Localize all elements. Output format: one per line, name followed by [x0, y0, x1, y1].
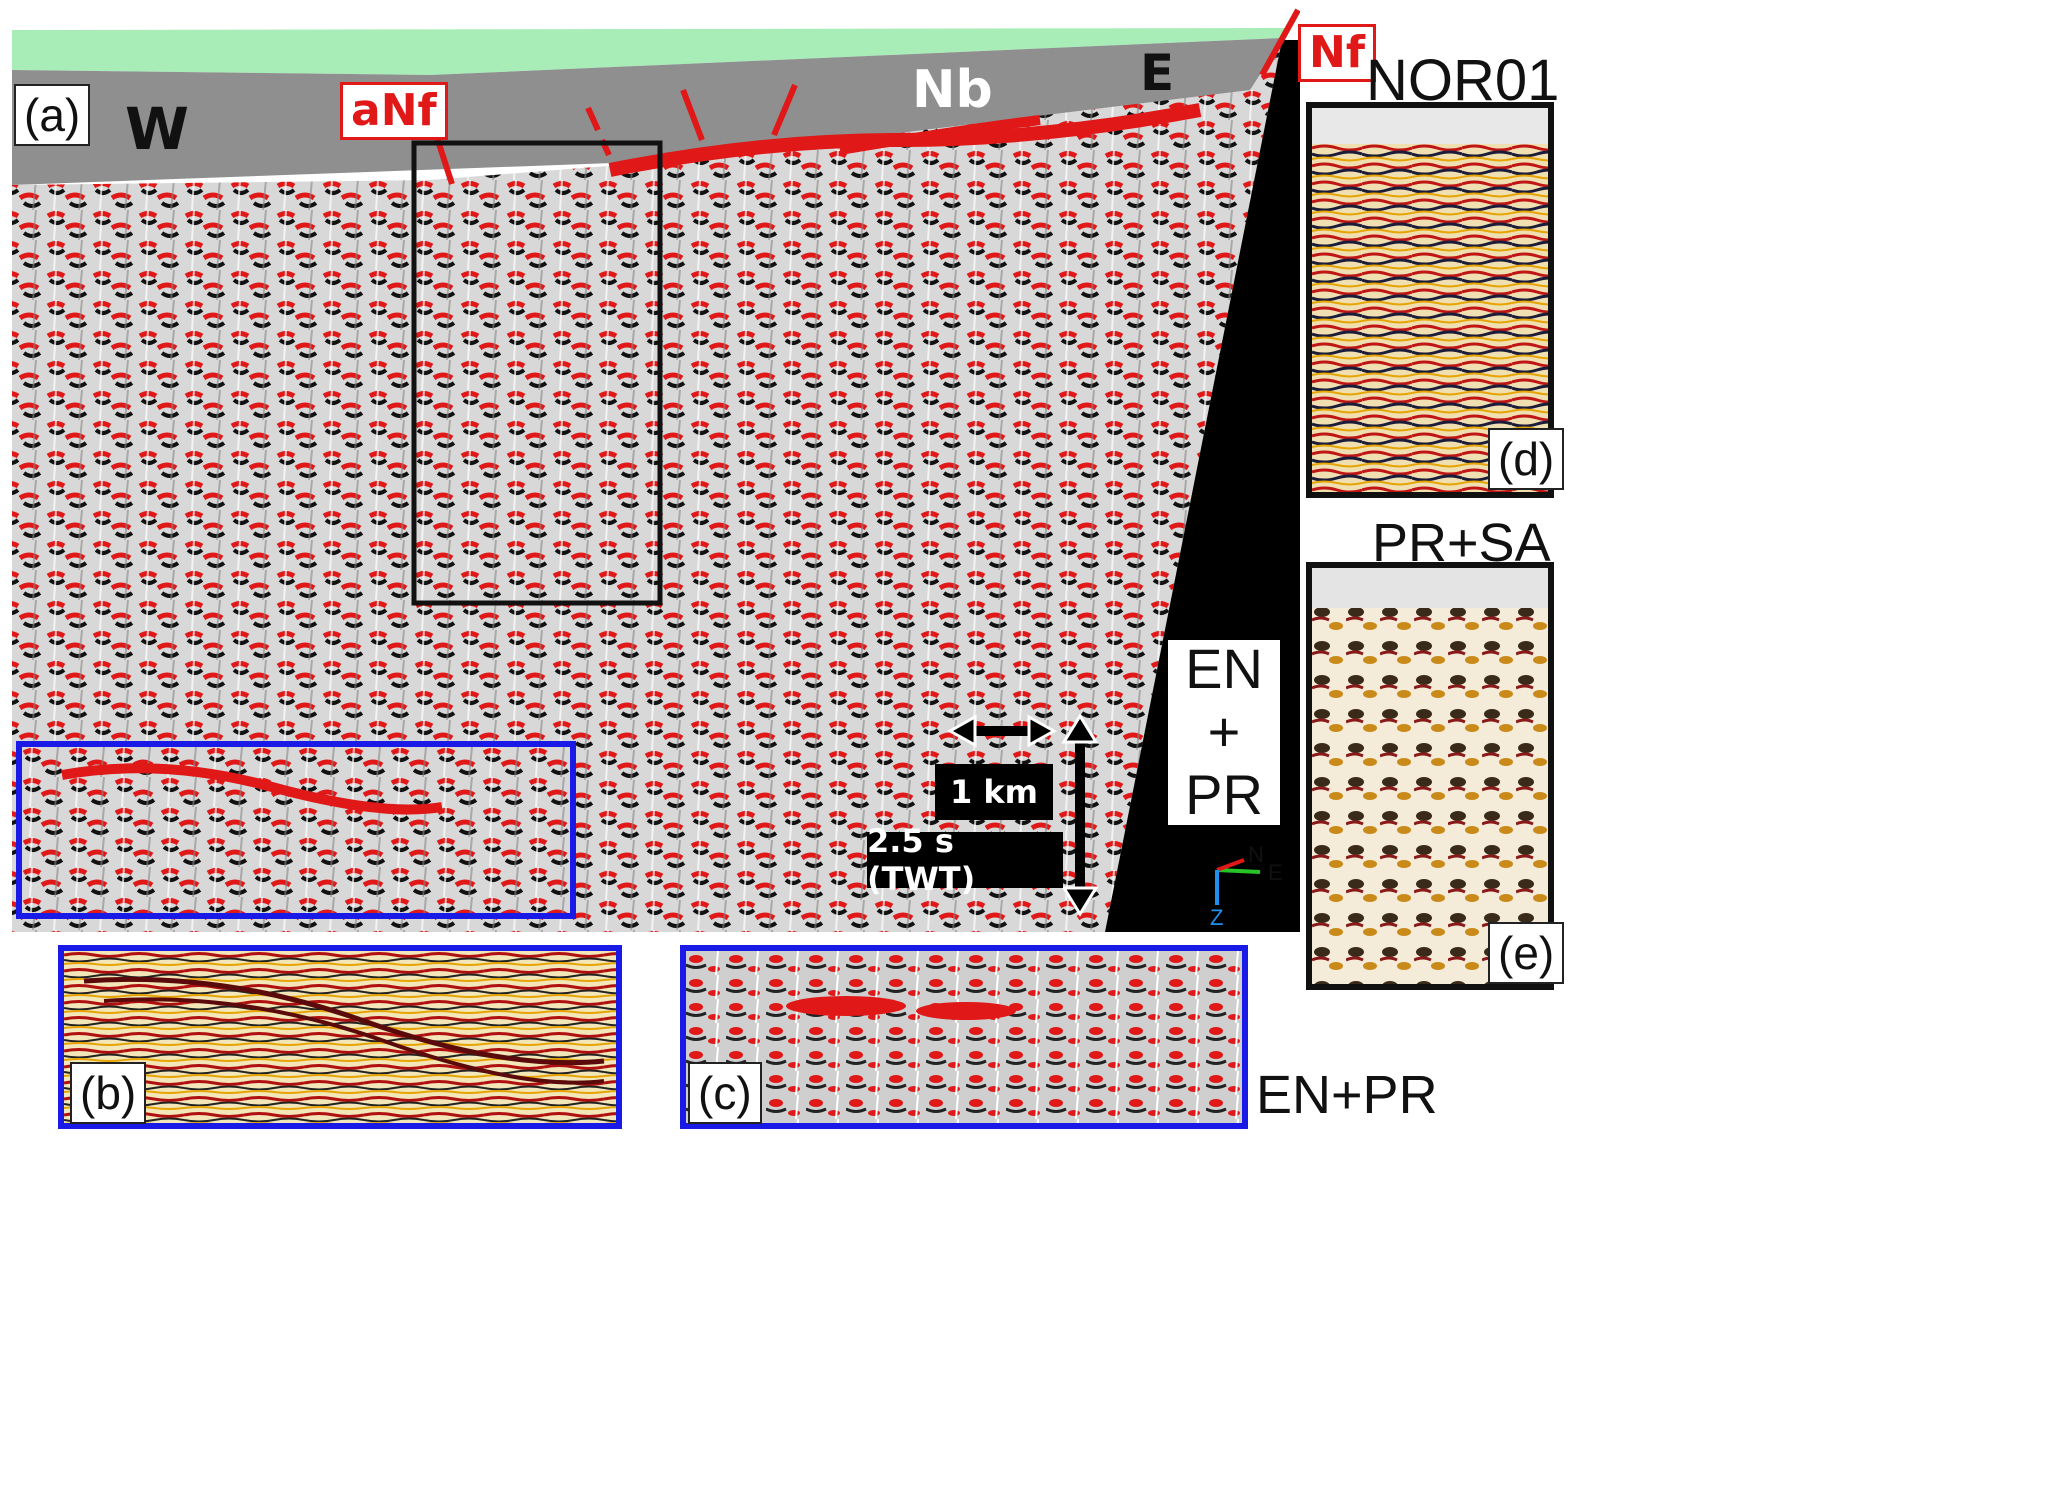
axes-triad-icon: [1215, 858, 1261, 905]
scale-vertical-label: 2.5 s (TWT): [867, 822, 1063, 898]
vertical-scale-arrow: [1061, 713, 1099, 917]
zoom-box-black: [411, 140, 663, 606]
seismic-volume-view: [12, 8, 1300, 932]
fault-label-anf: aNf: [340, 82, 448, 140]
east-label: E: [1140, 44, 1175, 102]
panel-label-c: (c): [688, 1062, 762, 1124]
panel-label-e: (e): [1488, 922, 1565, 984]
triad-north: N: [1248, 842, 1264, 867]
scale-horizontal-label: 1 km: [935, 764, 1053, 820]
triad-z: Z: [1210, 905, 1224, 930]
method-label-main: EN + PR: [1168, 637, 1280, 826]
panel-b: [58, 945, 622, 1129]
panel-b-seismic: [64, 951, 616, 1123]
triad-east: E: [1268, 860, 1283, 885]
sea-layer: [12, 28, 1285, 75]
method-label-line2: +: [1207, 700, 1241, 764]
panel-label-b: (b): [70, 1062, 147, 1124]
panel-a: [0, 0, 1300, 935]
panel-c: [680, 945, 1248, 1129]
panel-label-a: (a): [14, 84, 91, 146]
seismic-body: [12, 40, 1282, 932]
method-label-line3: PR: [1185, 762, 1263, 826]
fault-label-nb: Nb: [912, 60, 993, 120]
panel-title-d: NOR01: [1366, 48, 1560, 113]
panel-c-seismic: [686, 951, 1242, 1123]
west-label: W: [125, 95, 189, 163]
panel-title-e: PR+SA: [1372, 513, 1551, 573]
zoom-box-blue: [16, 741, 576, 919]
panel-label-d: (d): [1488, 428, 1565, 490]
panel-e: [1306, 562, 1554, 990]
fault-label-nf: Nf: [1298, 24, 1376, 82]
panel-e-seismic: [1312, 568, 1548, 984]
zoom-box-blue-content: [22, 747, 570, 913]
horizontal-scale-arrow: [946, 714, 1058, 748]
method-label-line1: EN: [1185, 637, 1263, 701]
method-label-c: EN+PR: [1256, 1065, 1438, 1125]
